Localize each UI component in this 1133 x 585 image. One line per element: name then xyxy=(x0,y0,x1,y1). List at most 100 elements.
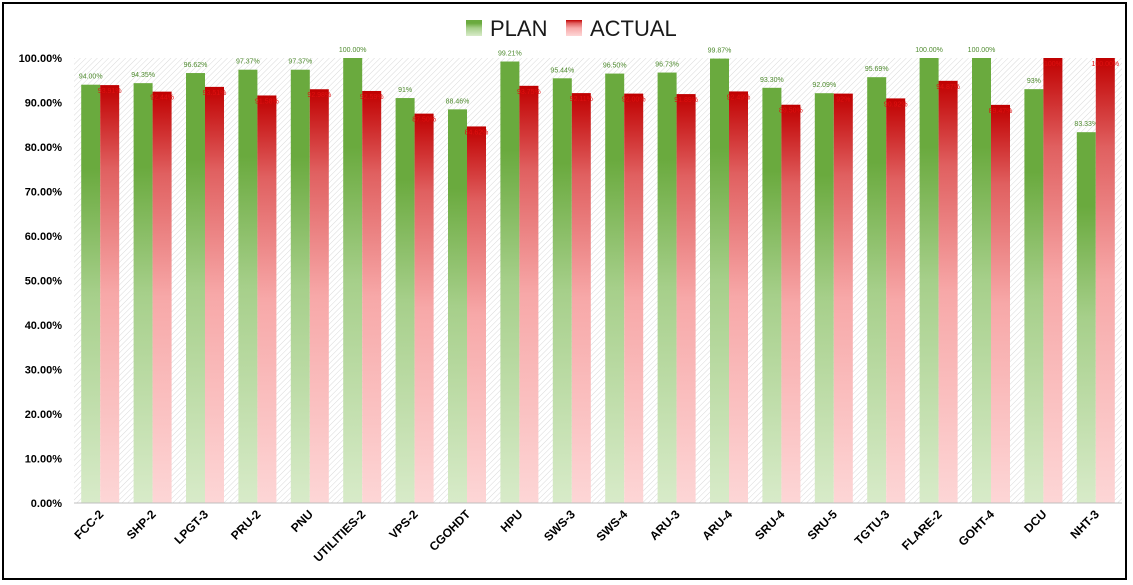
x-tick-label: SRU-5 xyxy=(805,507,841,543)
x-tick-label: PNU xyxy=(288,507,316,535)
y-tick-label: 40.00% xyxy=(25,320,63,332)
bar-plan xyxy=(867,77,887,503)
x-tick-label: FLARE-2 xyxy=(899,507,945,553)
plot-area-background xyxy=(74,58,1122,503)
bar-plan xyxy=(1076,132,1096,503)
bar-actual xyxy=(414,113,434,503)
data-label-plan: 96.73% xyxy=(655,62,679,69)
x-tick-label: ARU-3 xyxy=(647,507,683,543)
bar-plan xyxy=(972,58,991,503)
bar-actual xyxy=(991,104,1010,504)
bar-actual xyxy=(833,93,853,503)
bar-plan xyxy=(186,73,205,503)
data-label-plan: 95.44% xyxy=(550,67,574,74)
bar-actual xyxy=(1043,58,1063,503)
data-label-plan: 100.00% xyxy=(339,47,367,54)
bar-actual xyxy=(624,93,644,503)
data-label-actual: 92% xyxy=(836,97,850,104)
x-tick-label: PRU-2 xyxy=(228,507,264,543)
x-tick-label: GOHT-4 xyxy=(956,507,998,549)
data-label-actual: 91.89% xyxy=(674,97,698,104)
y-tick-label: 100.00% xyxy=(19,53,63,65)
x-tick-label: CGOHDT xyxy=(426,507,473,554)
legend-label-plan: PLAN xyxy=(490,16,547,41)
x-tick-label: ARU-4 xyxy=(699,507,735,543)
data-label-plan: 100.00% xyxy=(968,47,996,54)
bar-plan xyxy=(552,78,572,504)
bar-plan xyxy=(657,72,677,503)
data-label-actual: 100.00% xyxy=(1091,61,1119,68)
bar-plan xyxy=(500,61,520,503)
x-tick-label: SWS-3 xyxy=(541,507,578,544)
bar-actual xyxy=(729,91,748,504)
data-label-actual: 92.98% xyxy=(307,92,331,99)
bar-plan xyxy=(762,87,782,503)
data-label-plan: 99.21% xyxy=(498,51,522,58)
bar-actual xyxy=(781,104,801,503)
data-label-actual: 92.44% xyxy=(150,95,174,102)
bar-plan xyxy=(343,58,363,503)
data-label-actual: 92.59% xyxy=(360,94,384,101)
legend-label-actual: ACTUAL xyxy=(590,16,677,41)
data-label-plan: 97.37% xyxy=(288,59,312,66)
data-label-plan: 83.33% xyxy=(1074,121,1098,128)
data-label-plan: 92.09% xyxy=(812,82,836,89)
x-tick-label: LPGT-3 xyxy=(172,507,212,547)
bar-plan xyxy=(1024,89,1044,504)
data-label-actual: 92.00% xyxy=(622,97,646,104)
bar-actual xyxy=(309,89,329,503)
bar-plan xyxy=(290,69,310,504)
x-tick-label: TGTU-3 xyxy=(852,507,893,548)
y-axis: 0.00% 10.00% 20.00% 30.00% 40.00% 50.00% 60.00… xyxy=(19,53,63,510)
bar-plan xyxy=(814,93,834,504)
bars: 94.00% 93.91% 94.35% 92.44% 96.62% 93.51% 97.3… xyxy=(79,47,1119,504)
x-tick-label: NHT-3 xyxy=(1068,507,1103,542)
bar-plan xyxy=(238,69,258,504)
y-tick-label: 60.00% xyxy=(25,231,63,243)
data-label-plan: 96.50% xyxy=(603,63,627,70)
y-tick-label: 20.00% xyxy=(25,409,63,421)
bar-plan xyxy=(710,58,729,504)
bar-actual xyxy=(938,80,958,504)
y-tick-label: 90.00% xyxy=(25,98,63,110)
legend-swatch-actual xyxy=(566,20,582,36)
bar-actual xyxy=(362,90,382,504)
data-label-actual: 89.50% xyxy=(779,108,803,115)
x-tick-label: SRU-4 xyxy=(752,507,788,543)
data-label-plan: 96.62% xyxy=(184,62,208,69)
data-label-actual: 94.87% xyxy=(936,84,960,91)
data-label-actual: 87.50% xyxy=(412,117,436,124)
bar-plan xyxy=(919,58,939,503)
data-label-plan: 97.37% xyxy=(236,59,260,66)
data-label-plan: 100.00% xyxy=(915,47,943,54)
x-tick-label: HPU xyxy=(498,507,526,535)
bar-actual xyxy=(1095,58,1115,503)
y-tick-label: 10.00% xyxy=(25,454,63,466)
data-label-plan: 99.87% xyxy=(708,48,732,55)
data-label-plan: 93% xyxy=(1027,78,1041,85)
x-tick-label: FCC-2 xyxy=(71,507,106,542)
x-tick-label: SWS-4 xyxy=(594,507,631,544)
bar-plan xyxy=(448,109,467,503)
x-tick-label: SHP-2 xyxy=(124,507,159,542)
data-label-actual: 92.11% xyxy=(570,96,593,103)
bar-actual xyxy=(467,126,486,503)
bar-chart: PLAN ACTUAL 0.00% 10.00% 20.00% 30.00% 40.00… xyxy=(19,16,1122,565)
data-label-actual: 84.62% xyxy=(465,129,489,136)
data-label-actual: 100% xyxy=(1044,61,1062,68)
y-tick-label: 50.00% xyxy=(25,276,63,288)
data-label-actual: 93.91% xyxy=(98,88,122,95)
bar-actual xyxy=(886,98,906,503)
x-tick-label: DCU xyxy=(1021,507,1049,535)
x-tick-label: VPS-2 xyxy=(386,507,421,542)
data-label-plan: 88.46% xyxy=(446,98,470,105)
data-label-actual: 90.92% xyxy=(884,101,908,108)
bar-actual xyxy=(676,94,696,503)
bar-actual xyxy=(519,85,539,503)
data-label-actual: 89.47% xyxy=(989,108,1013,115)
bar-actual xyxy=(205,86,224,504)
bar-plan xyxy=(605,73,625,503)
y-tick-label: 0.00% xyxy=(31,498,62,510)
data-label-plan: 94.00% xyxy=(79,74,103,81)
data-label-plan: 91% xyxy=(398,87,412,94)
